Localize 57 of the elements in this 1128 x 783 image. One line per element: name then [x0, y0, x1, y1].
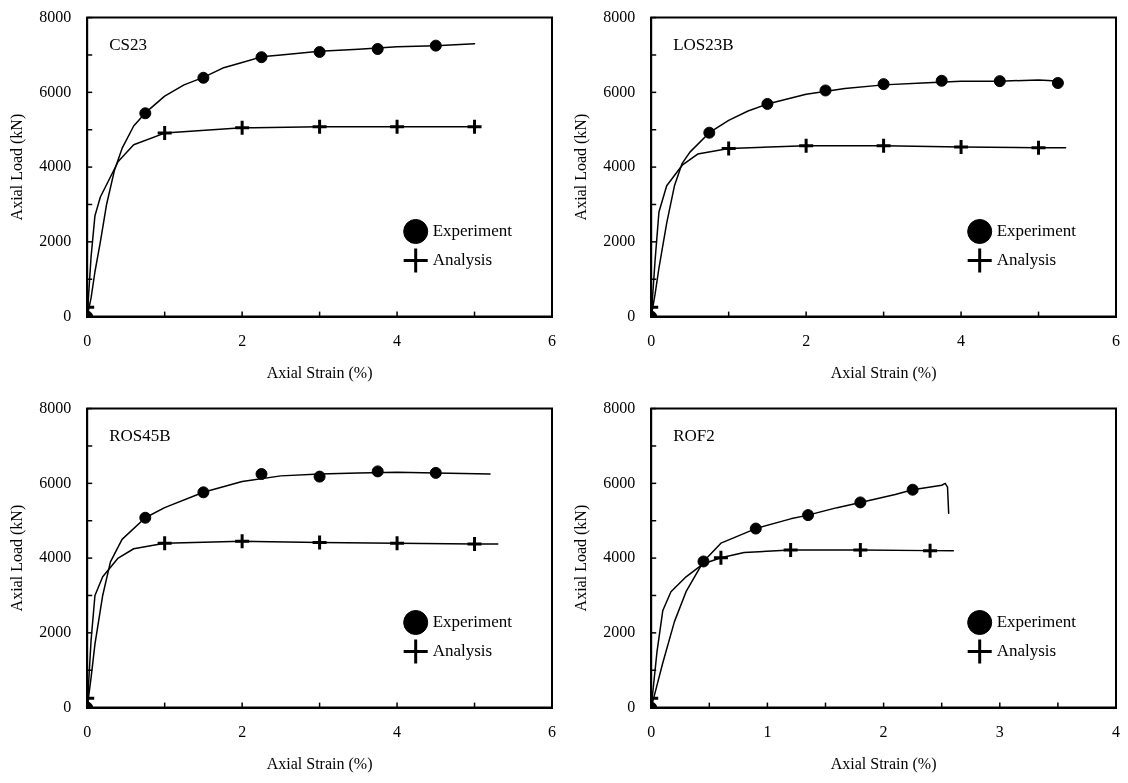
y-tick-label: 6000 [39, 82, 72, 100]
x-axis-title: Axial Strain (%) [830, 754, 937, 773]
legend-label: Analysis [996, 640, 1057, 660]
x-tick-label: 0 [647, 332, 656, 350]
y-axis-title: Axial Load (kN) [571, 113, 590, 221]
legend-label: Analysis [996, 249, 1057, 269]
x-tick-label: 3 [995, 723, 1004, 741]
x-tick-label: 0 [647, 723, 656, 741]
x-tick-label: 2 [802, 332, 811, 350]
y-tick-label: 2000 [603, 623, 636, 641]
text: LOS23B [673, 35, 734, 55]
legend-label: Experiment [996, 220, 1077, 240]
x-tick-label: 4 [393, 723, 402, 741]
y-tick-label: 2000 [39, 623, 72, 641]
y-axis-title: Axial Load (kN) [7, 113, 26, 221]
y-tick-label: 8000 [39, 398, 72, 416]
y-tick-label: 4000 [603, 548, 636, 566]
y-tick-label: 6000 [39, 473, 72, 491]
y-tick-label: 4000 [603, 157, 636, 175]
y-tick-label: 2000 [39, 232, 72, 250]
y-tick-label: 0 [627, 697, 636, 715]
legend-label: Experiment [432, 611, 513, 631]
x-tick-label: 4 [393, 332, 402, 350]
x-tick-label: 6 [548, 723, 556, 741]
x-axis-title: Axial Strain (%) [266, 363, 373, 382]
y-tick-label: 8000 [39, 7, 72, 25]
y-tick-label: 0 [63, 697, 72, 715]
x-tick-label: 2 [238, 723, 247, 741]
x-tick-label: 4 [957, 332, 966, 350]
legend-label: Experiment [432, 220, 513, 240]
legend-label: Analysis [432, 249, 493, 269]
x-tick-label: 1 [763, 723, 772, 741]
x-tick-label: 4 [1112, 723, 1120, 741]
y-axis-title: Axial Load (kN) [571, 504, 590, 612]
x-tick-label: 2 [238, 332, 247, 350]
text: ROS45B [109, 426, 171, 446]
legend-label: Experiment [996, 611, 1077, 631]
x-tick-label: 0 [83, 332, 92, 350]
y-tick-label: 8000 [603, 398, 636, 416]
y-tick-label: 6000 [603, 473, 636, 491]
y-tick-label: 0 [627, 306, 636, 324]
x-axis-title: Axial Strain (%) [266, 754, 373, 773]
text: CS23 [109, 35, 147, 55]
y-axis-title: Axial Load (kN) [7, 504, 26, 612]
text: ROF2 [673, 426, 715, 446]
x-tick-label: 0 [83, 723, 92, 741]
x-tick-label: 6 [1112, 332, 1120, 350]
y-tick-label: 4000 [39, 548, 72, 566]
x-tick-label: 6 [548, 332, 556, 350]
x-axis-title: Axial Strain (%) [830, 363, 937, 382]
x-tick-label: 2 [879, 723, 888, 741]
y-tick-label: 2000 [603, 232, 636, 250]
legend-label: Analysis [432, 640, 493, 660]
y-tick-label: 8000 [603, 7, 636, 25]
y-tick-label: 4000 [39, 157, 72, 175]
y-tick-label: 6000 [603, 82, 636, 100]
y-tick-label: 0 [63, 306, 72, 324]
